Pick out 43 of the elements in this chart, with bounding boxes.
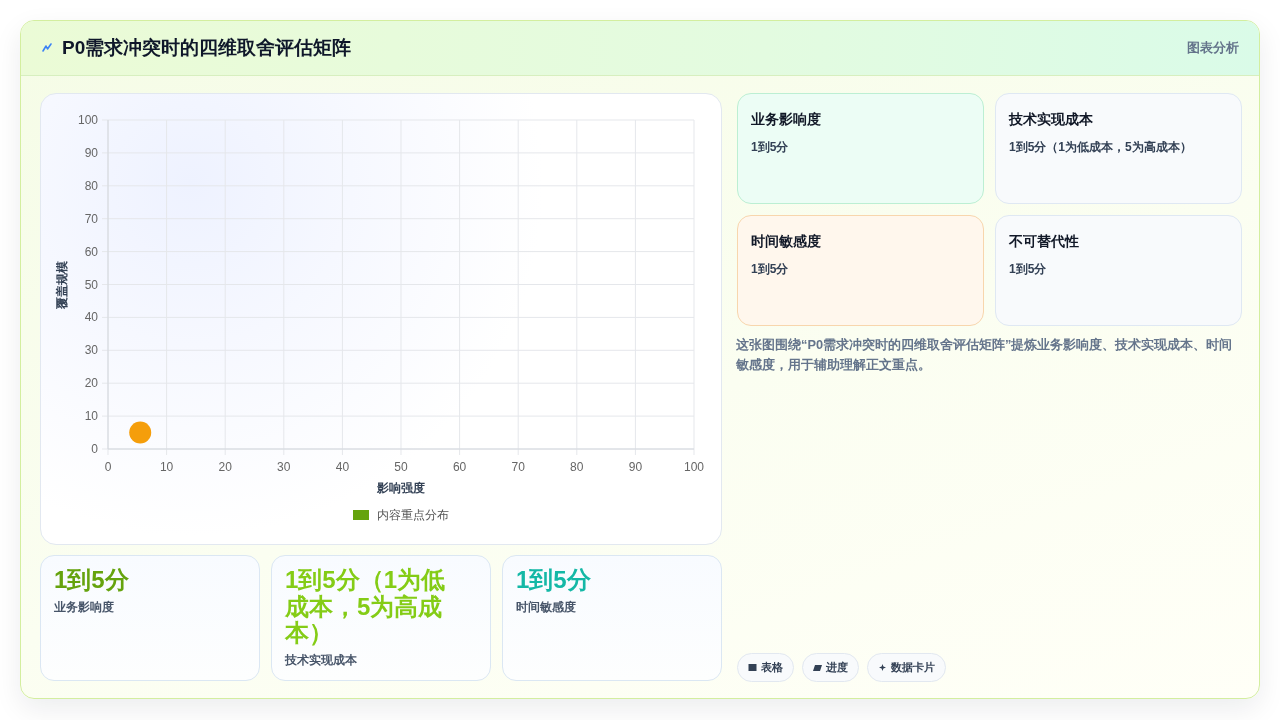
text: 业务影响度 xyxy=(54,598,115,615)
text: 时间敏感度 xyxy=(751,232,822,251)
x-tick-label: 40 xyxy=(335,460,350,474)
y-tick-label: 40 xyxy=(84,310,99,325)
text: 1到5分 xyxy=(54,566,130,594)
text: 1到5分 xyxy=(751,139,790,156)
y-tick-label: 70 xyxy=(84,211,99,226)
y-tick-label: 30 xyxy=(84,343,99,358)
y-tick-label: 80 xyxy=(84,178,99,193)
y-tick-label: 90 xyxy=(84,145,99,160)
text: 技术实现成本 xyxy=(285,651,358,668)
y-tick-label: 20 xyxy=(84,376,99,391)
x-tick-label: 0 xyxy=(104,460,112,474)
text: 业务影响度 xyxy=(751,110,822,129)
legend: 内容重点分布 xyxy=(353,508,449,522)
x-tick-label: 100 xyxy=(683,460,705,474)
y-tick-label: 10 xyxy=(84,409,99,424)
text: 1到5分（1为低成本，5为高成本） xyxy=(1009,139,1193,156)
text: 1到5分 xyxy=(516,566,592,594)
text: 技术实现成本 xyxy=(1009,110,1094,129)
text: 图表分析 xyxy=(1187,39,1239,57)
text: 1到5分 xyxy=(1009,261,1048,278)
x-tick-label: 10 xyxy=(159,460,174,474)
x-tick-label: 80 xyxy=(570,460,584,474)
y-tick-label: 60 xyxy=(84,244,99,259)
text: 1到5分 xyxy=(751,261,790,278)
chart-title: P0需求冲突时的四维取舍评估矩阵 xyxy=(62,36,352,60)
x-tick-label: 30 xyxy=(277,460,291,474)
x-tick-label: 90 xyxy=(628,460,643,474)
x-tick-label: 60 xyxy=(452,460,467,474)
y-axis-title: 覆盖规模 xyxy=(55,260,69,310)
text: 不可替代性 xyxy=(1009,232,1080,251)
x-axis-title: 影响强度 xyxy=(376,481,425,495)
text: 时间敏感度 xyxy=(516,598,577,615)
text: 1到5分（1为低成本，5为高成本） xyxy=(285,566,447,647)
y-tick-label: 0 xyxy=(91,442,99,456)
x-tick-label: 20 xyxy=(218,460,233,474)
chip: 数据卡片 xyxy=(867,653,946,682)
x-tick-label: 50 xyxy=(394,460,408,474)
y-tick-label: 50 xyxy=(84,277,99,292)
y-tick-label: 100 xyxy=(77,113,99,127)
x-tick-label: 70 xyxy=(511,460,526,474)
text: 这张图围绕“P0需求冲突时的四维取舍评估矩阵”提炼业务影响度、技术实现成本、时间敏感度，用于辅助理解正文重点。 xyxy=(736,336,1234,374)
